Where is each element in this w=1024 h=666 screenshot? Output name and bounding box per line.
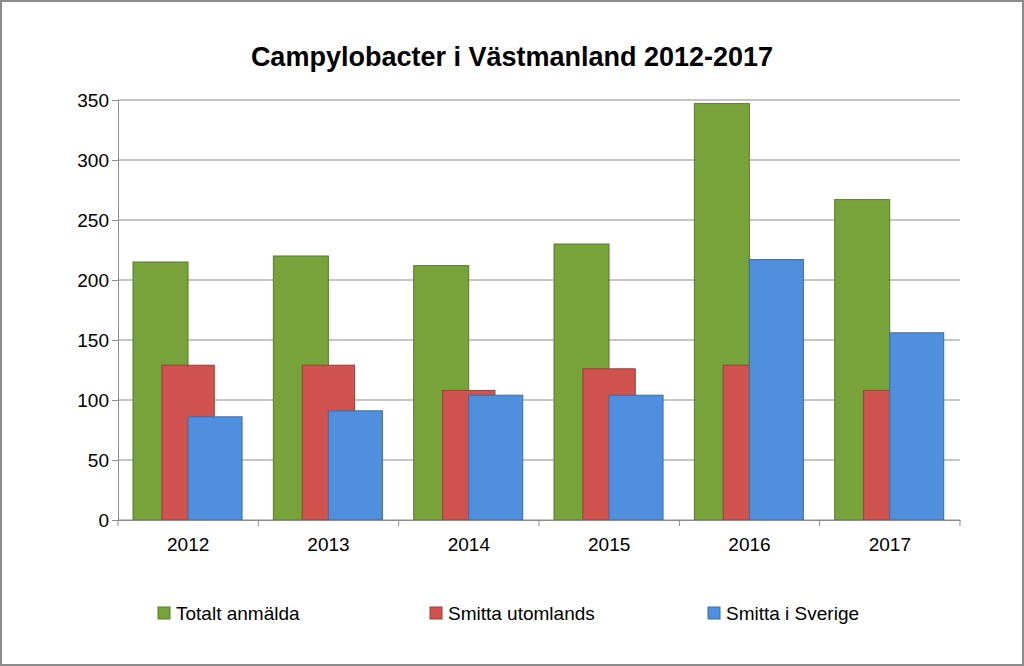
tick-mark bbox=[112, 160, 118, 161]
tick: 50 bbox=[88, 450, 118, 471]
y-axis: 0 50 100 150 200 250 300 350 bbox=[77, 90, 118, 531]
series bbox=[133, 104, 890, 520]
category-separators bbox=[118, 520, 960, 526]
bar bbox=[609, 395, 663, 520]
grid-line bbox=[118, 340, 960, 341]
title: Campylobacter i Västmanland 2012-2017 bbox=[251, 42, 773, 72]
grid-line bbox=[118, 220, 960, 221]
grid-line bbox=[118, 400, 960, 401]
tick: 2013 bbox=[307, 520, 349, 555]
tick-label: 2013 bbox=[307, 534, 349, 555]
tick-label: 2016 bbox=[728, 534, 770, 555]
tick: 300 bbox=[77, 150, 118, 171]
separator bbox=[960, 520, 961, 526]
tick: 2017 bbox=[869, 520, 911, 555]
legend-item: Smitta i Sverige bbox=[708, 603, 859, 624]
legend-swatch bbox=[708, 607, 720, 619]
tick: 150 bbox=[77, 330, 118, 351]
separator bbox=[539, 520, 540, 526]
tick-label: 2015 bbox=[588, 534, 630, 555]
tick: 2014 bbox=[448, 520, 491, 555]
tick-label: 200 bbox=[77, 270, 109, 291]
tick: 200 bbox=[77, 270, 118, 291]
series bbox=[188, 260, 944, 520]
bars bbox=[133, 104, 944, 520]
tick-label: 0 bbox=[98, 510, 109, 531]
tick-label: 2012 bbox=[167, 534, 209, 555]
legend-swatch bbox=[158, 607, 170, 619]
x-axis: 2012 2013 2014 2015 2016 2017 bbox=[118, 520, 961, 555]
tick-mark bbox=[112, 340, 118, 341]
grid-line bbox=[118, 100, 960, 101]
tick-mark bbox=[112, 100, 118, 101]
tick: 250 bbox=[77, 210, 118, 231]
chart-frame bbox=[1, 1, 1023, 665]
grid bbox=[118, 100, 960, 520]
legend-label: Smitta utomlands bbox=[448, 603, 595, 624]
bar bbox=[469, 395, 523, 520]
bar bbox=[890, 333, 944, 520]
tick-label: 50 bbox=[88, 450, 109, 471]
separator bbox=[398, 520, 399, 526]
axis-line bbox=[112, 101, 119, 521]
grid-line bbox=[118, 160, 960, 161]
legend-swatch bbox=[430, 607, 442, 619]
chart: Campylobacter i Västmanland 2012-2017 0 50… bbox=[0, 0, 1024, 666]
legend-label: Smitta i Sverige bbox=[726, 603, 859, 624]
grid-line bbox=[118, 280, 960, 281]
tick: 2015 bbox=[588, 520, 630, 555]
tick-mark bbox=[112, 220, 118, 221]
legend-item: Smitta utomlands bbox=[430, 603, 595, 624]
tick-mark bbox=[112, 280, 118, 281]
tick-mark bbox=[112, 520, 118, 521]
tick: 2012 bbox=[167, 520, 209, 555]
tick-label: 2014 bbox=[448, 534, 491, 555]
bar bbox=[188, 417, 242, 520]
legend-label: Totalt anmälda bbox=[176, 603, 300, 624]
tick-label: 150 bbox=[77, 330, 109, 351]
tick-label: 350 bbox=[77, 90, 109, 111]
separator bbox=[118, 520, 119, 526]
legend-item: Totalt anmälda bbox=[158, 603, 300, 624]
tick: 100 bbox=[77, 390, 118, 411]
legend: Totalt anmälda Smitta utomlands Smitta i S… bbox=[158, 603, 859, 624]
separator bbox=[258, 520, 259, 526]
tick-label: 250 bbox=[77, 210, 109, 231]
bar bbox=[749, 260, 803, 520]
tick-label: 100 bbox=[77, 390, 109, 411]
tick: 350 bbox=[77, 90, 118, 111]
tick: 2016 bbox=[728, 520, 770, 555]
grid-line bbox=[118, 460, 960, 461]
tick-label: 300 bbox=[77, 150, 109, 171]
tick: 0 bbox=[98, 510, 118, 531]
separator bbox=[819, 520, 820, 526]
tick-mark bbox=[112, 460, 118, 461]
separator bbox=[679, 520, 680, 526]
bar bbox=[328, 411, 382, 520]
tick-mark bbox=[112, 400, 118, 401]
tick-label: 2017 bbox=[869, 534, 911, 555]
